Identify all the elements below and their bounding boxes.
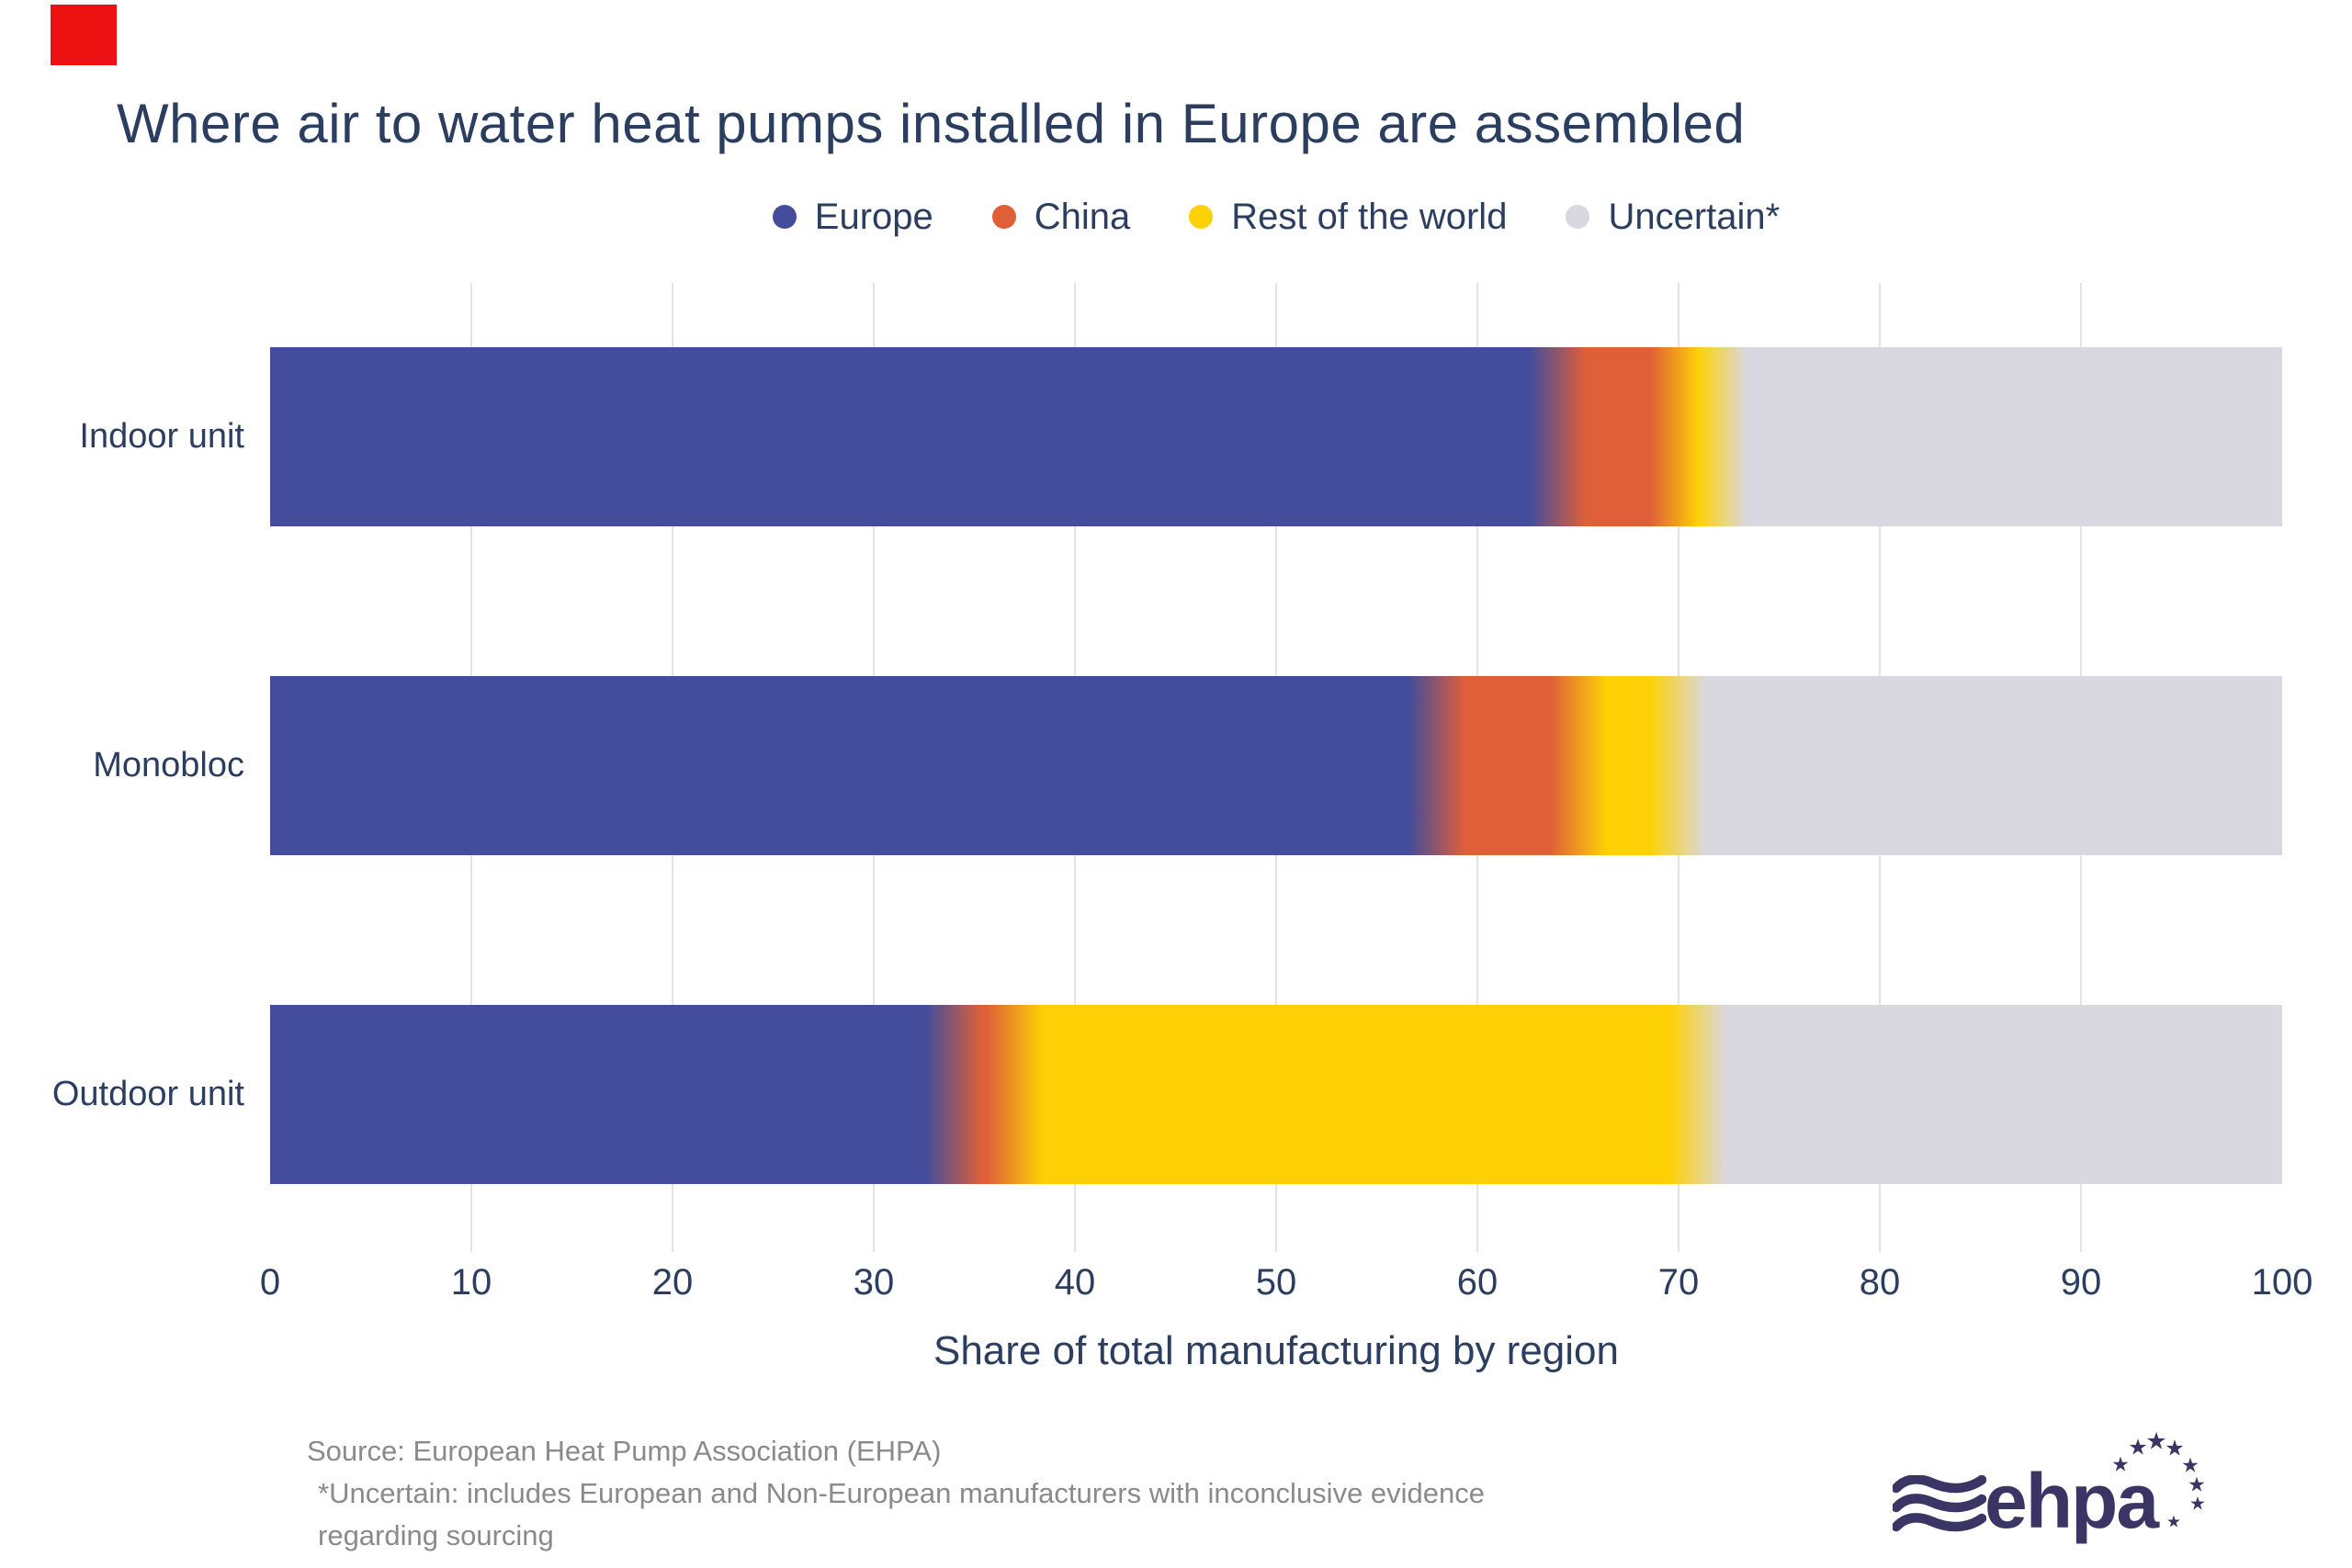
source-line: Source: European Heat Pump Association (… bbox=[307, 1435, 942, 1467]
x-tick-80: 80 bbox=[1859, 1262, 1901, 1303]
x-tick-60: 60 bbox=[1456, 1262, 1498, 1303]
x-tick-20: 20 bbox=[651, 1262, 694, 1303]
legend-dot-icon bbox=[991, 205, 1016, 229]
category-label-1: Indoor unit bbox=[79, 417, 244, 456]
category-label-2: Monobloc bbox=[93, 746, 244, 784]
ehpa-logo: ehpa ★ ★ ★ ★ ★ ★ ★ ★ bbox=[1893, 1415, 2288, 1568]
legend-item-1: Europe bbox=[772, 196, 933, 238]
legend-label: Europe bbox=[814, 196, 933, 237]
x-tick-90: 90 bbox=[2060, 1262, 2102, 1303]
bar-monobloc bbox=[270, 676, 2282, 855]
eu-star-icon-2: ★ bbox=[2128, 1435, 2148, 1461]
eu-star-icon-7: ★ bbox=[2189, 1494, 2206, 1515]
legend-dot-icon bbox=[1566, 205, 1590, 229]
wave-icon bbox=[1893, 1475, 1986, 1532]
x-tick-30: 30 bbox=[853, 1262, 895, 1303]
legend-label: China bbox=[1034, 196, 1131, 237]
eu-star-icon-3: ★ bbox=[2145, 1427, 2167, 1455]
legend-dot-icon bbox=[772, 205, 797, 229]
x-tick-100: 100 bbox=[2251, 1262, 2313, 1303]
uncertain-note-line-1: *Uncertain: includes European and Non-Eu… bbox=[318, 1477, 1486, 1509]
legend-item-4: Uncertain* bbox=[1566, 197, 1780, 238]
legend-label: Uncertain* bbox=[1608, 196, 1781, 237]
uncertain-note-line-2: regarding sourcing bbox=[318, 1519, 554, 1551]
x-axis-title: Share of total manufacturing by region bbox=[933, 1328, 1619, 1373]
eu-star-icon-4: ★ bbox=[2165, 1436, 2185, 1461]
legend: Europe China Rest of the world Uncertain* bbox=[270, 191, 2282, 243]
x-tick-0: 0 bbox=[259, 1262, 281, 1303]
x-tick-50: 50 bbox=[1255, 1262, 1297, 1303]
legend-item-3: Rest of the world bbox=[1189, 197, 1507, 238]
x-tick-40: 40 bbox=[1054, 1262, 1096, 1303]
eu-star-icon-6: ★ bbox=[2188, 1472, 2206, 1496]
ehpa-logo-text: ehpa bbox=[1984, 1458, 2159, 1544]
eu-star-icon-1: ★ bbox=[2111, 1452, 2130, 1476]
eu-star-icon-8: ★ bbox=[2165, 1512, 2182, 1531]
x-tick-70: 70 bbox=[1657, 1262, 1700, 1303]
legend-label: Rest of the world bbox=[1231, 196, 1508, 237]
legend-dot-icon bbox=[1189, 205, 1214, 229]
x-tick-10: 10 bbox=[450, 1262, 492, 1303]
source-note: Source: European Heat Pump Association (… bbox=[307, 1430, 1485, 1557]
bar-outdoor-unit bbox=[270, 1005, 2282, 1184]
bar-indoor-unit bbox=[270, 347, 2282, 526]
category-label-3: Outdoor unit bbox=[51, 1075, 244, 1113]
red-marker-overlay bbox=[51, 5, 117, 65]
chart-title: Where air to water heat pumps installed … bbox=[117, 93, 1746, 154]
legend-item-2: China bbox=[991, 196, 1131, 238]
eu-star-icon-5: ★ bbox=[2181, 1453, 2199, 1477]
